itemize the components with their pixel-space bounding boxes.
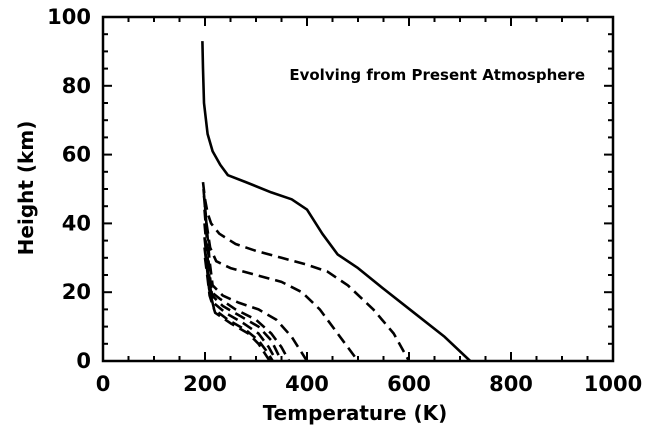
dashed-profile-line	[202, 195, 309, 362]
x-axis-title: Temperature (K)	[263, 401, 448, 425]
dashed-profile-line	[203, 223, 283, 362]
y-axis-title: Height (km)	[14, 121, 38, 256]
solid-profile-line	[201, 41, 472, 362]
y-tick-labels: 0 20 40 60 80 100	[47, 5, 91, 373]
x-tick-label: 1000	[584, 372, 642, 396]
dashed-profile-line	[202, 188, 360, 362]
x-tick-label: 800	[489, 372, 533, 396]
x-tick-label: 0	[96, 372, 111, 396]
dashed-profile-line	[203, 209, 291, 362]
y-tick-label: 40	[62, 211, 91, 235]
profile-curves	[201, 41, 472, 362]
y-tick-label: 60	[62, 143, 91, 167]
y-tick-label: 0	[76, 349, 91, 373]
x-tick-label: 200	[183, 372, 227, 396]
x-tick-label: 600	[387, 372, 431, 396]
axis-ticks	[102, 16, 614, 362]
dashed-profile-line	[203, 257, 271, 362]
dashed-profile-line	[201, 181, 411, 362]
x-tick-label: 400	[285, 372, 329, 396]
x-tick-labels: 0 200 400 600 800 1000	[96, 372, 643, 396]
y-tick-label: 20	[62, 280, 91, 304]
y-tick-label: 80	[62, 74, 91, 98]
y-tick-label: 100	[47, 5, 91, 29]
annotation-text: Evolving from Present Atmosphere	[289, 66, 585, 84]
